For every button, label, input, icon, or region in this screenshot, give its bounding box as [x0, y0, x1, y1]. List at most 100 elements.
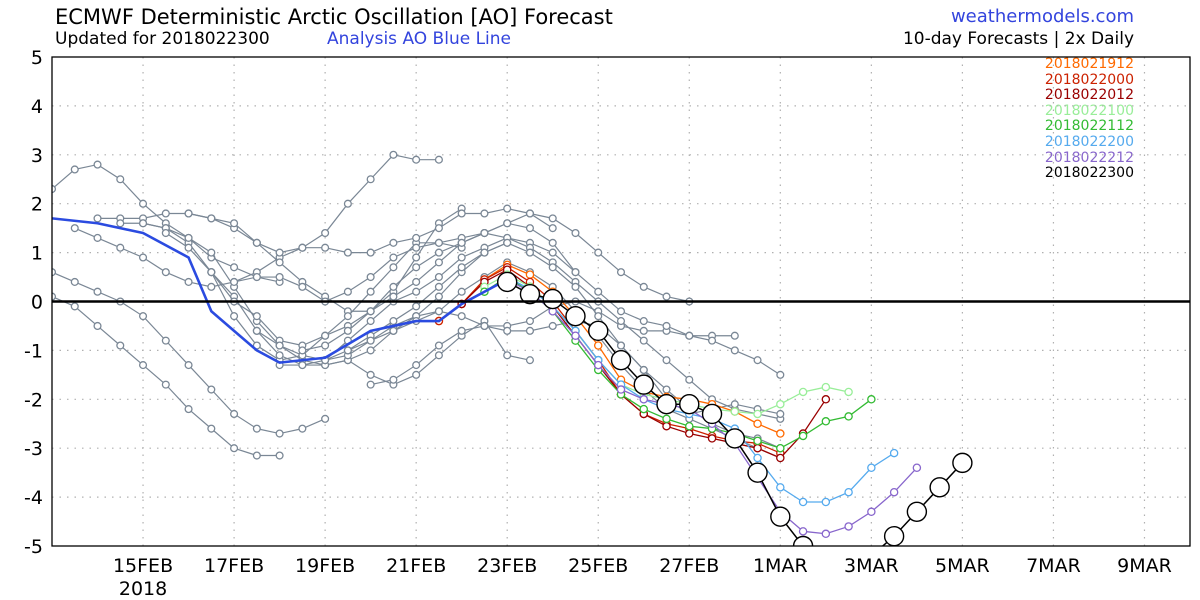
past-run-point — [548, 321, 557, 331]
legend-entry: 2018022012 — [1044, 87, 1134, 104]
y-tick-label: -4 — [24, 487, 43, 509]
past-run-point — [366, 370, 375, 379]
past-run-point — [685, 331, 694, 340]
run-2018022300-point — [883, 526, 905, 546]
x-tick-label: 25FEB — [568, 555, 628, 577]
past-run-point — [434, 282, 443, 291]
run-2018022012-point — [753, 443, 762, 453]
run-2018022300-point — [816, 566, 835, 585]
past-run-point — [434, 272, 443, 282]
past-run-point — [366, 317, 375, 326]
x-tick-label: 9MAR — [1117, 555, 1172, 577]
run-2018022012-point — [776, 453, 785, 463]
past-run-point — [457, 312, 466, 321]
x-tick-label: 27FEB — [659, 555, 719, 577]
past-run-point — [70, 302, 79, 311]
run-2018022300-point — [633, 374, 654, 395]
x-tick-label: 3MAR — [844, 555, 899, 577]
past-run-point — [412, 253, 421, 262]
past-run-point — [93, 160, 102, 169]
legend-entry: 2018021912 — [1044, 56, 1134, 72]
run-2018022300-point — [747, 462, 768, 483]
past-run-point — [434, 248, 443, 257]
past-run-point — [594, 287, 603, 296]
past-run-point — [503, 351, 512, 360]
past-run-point — [525, 248, 535, 257]
past-run-point — [252, 424, 261, 433]
past-run-point — [298, 424, 307, 433]
past-run-point — [230, 219, 239, 228]
past-run-point — [321, 228, 330, 238]
past-run-point — [366, 175, 375, 184]
past-run-point — [776, 409, 785, 419]
run-2018022212-point — [639, 395, 649, 404]
plot-area — [52, 150, 973, 585]
past-run-point — [275, 248, 284, 257]
past-run-point — [503, 326, 512, 335]
past-run-point — [93, 233, 102, 242]
past-run-point — [52, 184, 57, 194]
past-run-point — [70, 165, 79, 174]
past-run-point — [366, 336, 375, 345]
past-run-point — [321, 341, 330, 350]
past-run-point — [70, 277, 79, 286]
past-run-point — [161, 380, 170, 389]
past-run-line — [302, 232, 781, 420]
y-tick-label: 1 — [31, 243, 43, 265]
past-run-point — [480, 228, 489, 238]
run-2018022300-point — [610, 349, 632, 371]
run-2018022112-point — [662, 414, 671, 424]
past-run-point — [343, 248, 352, 257]
past-run-point — [298, 346, 307, 355]
past-run-point — [434, 224, 443, 233]
run-2018021912-point — [753, 419, 762, 428]
past-run-point — [503, 238, 512, 247]
past-run-point — [389, 253, 398, 262]
y-tick-label: 0 — [31, 292, 43, 314]
past-run-line — [256, 300, 735, 361]
run-2018022000-line — [438, 266, 781, 454]
past-run-point — [434, 292, 443, 301]
past-run-point — [616, 307, 626, 316]
forecast-frequency: 10-day Forecasts | 2x Daily — [902, 29, 1134, 49]
run-2018022012-point — [707, 434, 717, 443]
run-2018022200-point — [821, 497, 831, 507]
past-run-point — [616, 317, 626, 326]
past-run-point — [116, 243, 125, 252]
past-run-point — [343, 287, 352, 296]
past-run-point — [184, 405, 193, 414]
past-run-point — [457, 326, 466, 335]
past-run-point — [161, 228, 170, 238]
past-run-point — [275, 258, 284, 267]
past-run-point — [548, 248, 557, 257]
past-run-point — [207, 268, 216, 277]
run-2018022212-point — [821, 529, 831, 539]
past-run-point — [389, 317, 398, 326]
run-2018022112-point — [753, 436, 762, 446]
run-2018022200-point — [867, 463, 876, 473]
past-run-point — [275, 451, 284, 460]
run-2018022300-point — [497, 271, 518, 293]
past-run-point — [707, 336, 717, 345]
past-run-point — [207, 282, 216, 291]
y-tick-label: -1 — [24, 340, 43, 362]
past-run-point — [321, 243, 330, 252]
run-2018022012-point — [685, 429, 694, 438]
past-run-point — [230, 444, 239, 453]
run-2018022300-point — [929, 477, 950, 498]
run-2018022300-point — [701, 403, 723, 425]
past-run-point — [503, 219, 512, 228]
x-tick-label: 23FEB — [477, 555, 537, 577]
past-run-point — [753, 356, 762, 365]
past-run-point — [548, 214, 557, 223]
x-tick-label: 15FEB — [113, 555, 173, 577]
past-run-point — [207, 248, 216, 257]
past-run-point — [116, 341, 125, 350]
past-run-point — [412, 361, 421, 370]
past-run-point — [184, 277, 193, 286]
past-run-point — [93, 287, 102, 296]
past-run-point — [412, 233, 421, 242]
run-2018022300-point — [770, 506, 791, 527]
past-run-point — [389, 238, 398, 247]
